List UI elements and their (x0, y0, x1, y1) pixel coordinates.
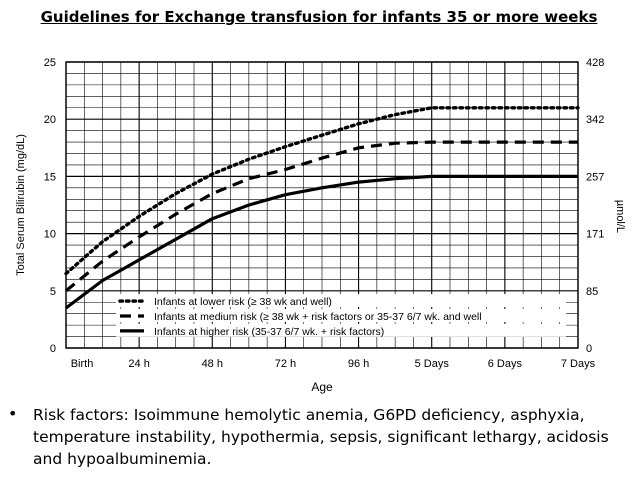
legend-label: Infants at lower risk (≥ 38 wk and well) (154, 296, 332, 308)
x-tick-label: 48 h (202, 358, 223, 370)
x-tick-label: 6 Days (488, 358, 523, 370)
y2-tick-label: 257 (586, 171, 604, 183)
y-tick-label: 5 (50, 286, 56, 298)
legend-entry-background (116, 294, 566, 308)
bilirubin-chart: 0 5 10 15 20 25 0 85 171 257 342 428 Birth 24 h 48 h 72… (15, 57, 626, 394)
x-tick-label: 72 h (275, 358, 296, 370)
legend-entry-background (116, 323, 566, 337)
series-line-dashed (64, 140, 578, 293)
y-tick-label: 25 (44, 57, 56, 69)
y2-tick-label: 0 (586, 343, 592, 355)
x-axis-label: Age (311, 380, 333, 394)
x-tick-label: Birth (71, 358, 94, 370)
y-tick-label: 15 (44, 171, 56, 183)
y-tick-label: 10 (44, 229, 56, 241)
y2-tick-label: 171 (586, 229, 604, 241)
legend-label: Infants at medium risk (≥ 38 wk + risk f… (154, 311, 482, 323)
bullet-dot-icon: • (8, 404, 18, 423)
legend-label: Infants at higher risk (35-37 6/7 wk. + … (154, 326, 384, 338)
x-tick-label: 5 Days (415, 358, 450, 370)
series-line-solid (65, 174, 578, 310)
x-tick-label: 24 h (128, 358, 149, 370)
risk-factors-text: Risk factors: Isoimmune hemolytic anemia… (33, 406, 609, 468)
x-tick-label: 7 Days (561, 358, 596, 370)
y2-tick-label: 342 (586, 114, 604, 126)
y-tick-label: 20 (44, 114, 56, 126)
series-line-dotted (64, 106, 580, 276)
y-tick-label: 0 (50, 343, 56, 355)
y-axis-label: Total Serum Bilirubin (mg/dL) (15, 134, 27, 276)
slide-title: Guidelines for Exchange transfusion for … (40, 8, 598, 26)
x-tick-label: 96 h (348, 358, 369, 370)
legend-entry-background (116, 308, 566, 322)
plot-border (65, 61, 579, 349)
y2-tick-label: 85 (586, 286, 598, 298)
y2-axis-label: µmol/L (614, 200, 626, 233)
y2-tick-label: 428 (586, 57, 604, 69)
